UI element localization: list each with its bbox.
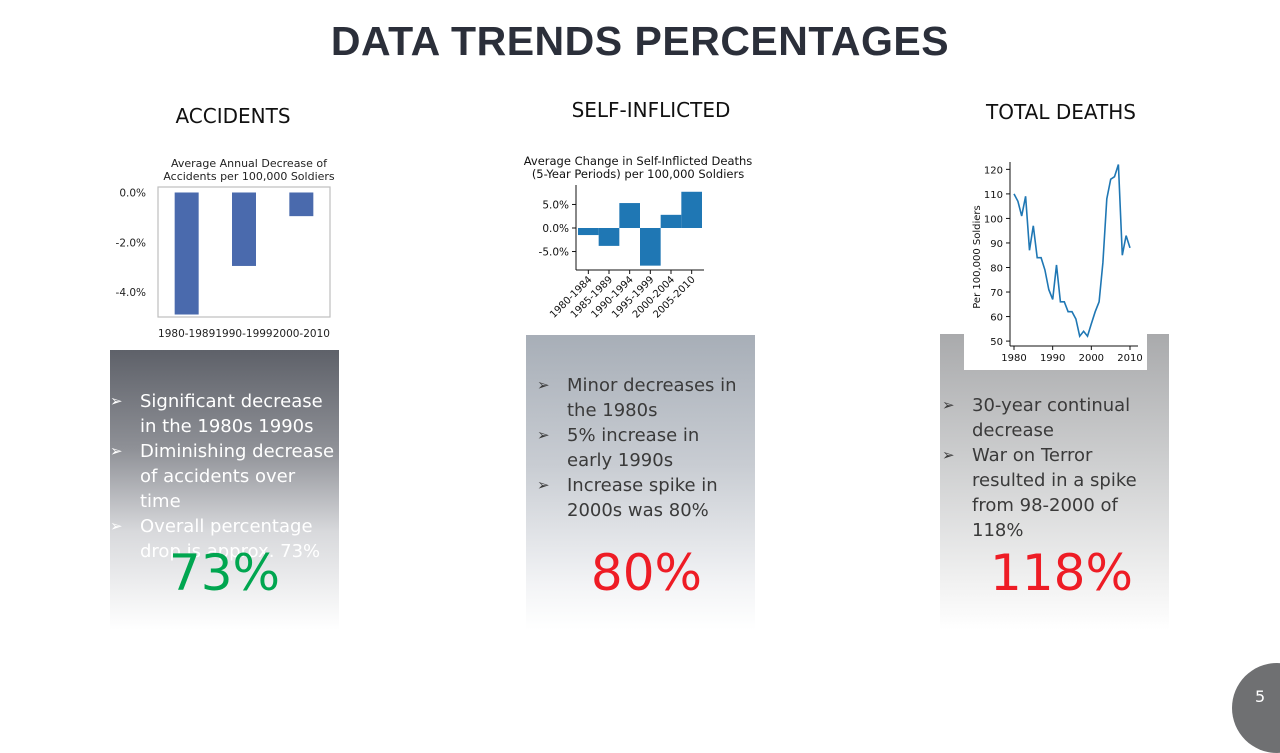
bar [660,214,682,228]
arrow-bullet-icon: ➢ [110,517,123,535]
x-tick-label: 1990-1999 [215,328,272,340]
bar [598,228,620,246]
page-number-badge [1232,663,1280,753]
y-axis-label: Per 100,000 Soldiers [972,205,983,309]
total-deaths-percentage: 118% [990,544,1133,602]
heading-accidents: ACCIDENTS [175,104,291,128]
arrow-bullet-icon: ➢ [110,392,123,410]
bullet-text: Overall percentage drop is approx. 73% [140,516,321,562]
chart-title-line: (5-Year Periods) per 100,000 Soldiers [532,167,744,181]
y-tick-label: 70 [990,288,1003,299]
bullet-item: ➢ Overall percentage drop is approx. 73% [110,514,339,564]
bar [232,192,256,266]
bullet-item: ➢ Minor decreases in the 1980s [537,373,749,423]
accidents-bar-chart: Average Annual Decrease of Accidents per… [116,157,335,340]
y-tick-label: -2.0% [116,237,146,249]
x-tick-label: 2000 [1079,353,1104,364]
arrow-bullet-icon: ➢ [537,426,550,444]
x-tick-label: 1980 [1001,353,1026,364]
arrow-bullet-icon: ➢ [942,396,955,414]
self-inflicted-summary-box [526,334,755,630]
bullet-text: 5% increase in early 1990s [567,425,700,471]
chart-title-line: Average Annual Decrease of [171,157,328,170]
self-inflicted-chart-card: Average Change in Self-Inflicted Deaths … [505,150,770,335]
bar [578,228,599,236]
arrow-bullet-icon: ➢ [537,376,550,394]
heading-total-deaths: TOTAL DEATHS [986,100,1136,124]
bar [174,192,199,315]
y-tick-label: 50 [990,337,1003,348]
total-deaths-bullet-list: ➢ 30-year continual decrease ➢ War on Terro… [942,393,1168,543]
accidents-chart-card: Average Annual Decrease of Accidents per… [110,152,343,348]
accidents-summary-box [110,350,339,630]
arrow-bullet-icon: ➢ [537,476,550,494]
bullet-item: ➢ 5% increase in early 1990s [537,423,749,473]
bullet-item: ➢ Increase spike in 2000s was 80% [537,473,749,523]
y-tick-label: 100 [984,214,1003,225]
y-tick-label: 90 [990,239,1003,250]
arrow-bullet-icon: ➢ [110,442,123,460]
self-inflicted-bullet-list: ➢ Minor decreases in the 1980s ➢ 5% increas… [537,373,749,523]
y-tick-label: 80 [990,263,1003,274]
bullet-text: Increase spike in 2000s was 80% [567,475,718,521]
total-deaths-line-chart: Per 100,000 Soldiers 50 60 70 80 90 100 110 120… [972,162,1143,364]
chart-title-line: Average Change in Self-Inflicted Deaths [524,154,753,168]
bullet-item: ➢ War on Terror resulted in a spike from … [942,443,1168,543]
y-tick-label: 60 [990,313,1003,324]
self-inflicted-bar-chart: Average Change in Self-Inflicted Deaths … [524,154,753,321]
bar [619,203,640,228]
y-tick-label: 5.0% [542,199,569,211]
y-tick-label: -5.0% [539,247,569,259]
y-tick-label: 0.0% [119,187,146,199]
bar [681,191,702,228]
self-inflicted-percentage: 80% [590,544,703,602]
bullet-text: 30-year continual decrease [972,395,1131,441]
heading-self-inflicted: SELF-INFLICTED [571,98,731,122]
total-deaths-summary-box [940,334,1169,630]
bar [640,228,661,266]
y-tick-label: 110 [984,190,1003,201]
page-number: 5 [1255,687,1266,706]
x-tick-label: 2000-2010 [273,328,330,340]
slide-title: DATA TRENDS PERCENTAGES [330,18,950,64]
x-tick-label: 2010 [1117,353,1142,364]
bullet-text: Diminishing decrease of accidents over t… [140,441,335,512]
y-tick-label: -4.0% [116,287,146,299]
accidents-bullet-list: ➢ Significant decrease in the 1980s 1990s… [110,389,339,564]
accidents-percentage: 73% [168,544,281,602]
y-tick-label: 120 [984,165,1003,176]
x-tick-label: 1980-1989 [158,328,215,340]
bullet-item: ➢ 30-year continual decrease [942,393,1168,443]
bullet-text: Significant decrease in the 1980s 1990s [140,391,323,437]
bar [289,192,314,217]
plot-frame [157,186,331,318]
arrow-bullet-icon: ➢ [942,446,955,464]
total-deaths-chart-card: Per 100,000 Soldiers 50 60 70 80 90 100 110 120… [964,150,1147,370]
x-tick-label: 1990 [1040,353,1065,364]
bullet-item: ➢ Significant decrease in the 1980s 1990s [110,389,339,439]
y-tick-label: 0.0% [542,223,569,235]
bullet-text: War on Terror resulted in a spike from 9… [972,445,1137,541]
series-line [1013,164,1131,339]
bullet-text: Minor decreases in the 1980s [567,375,737,421]
bullet-item: ➢ Diminishing decrease of accidents over … [110,439,339,514]
chart-title-line: Accidents per 100,000 Soldiers [163,170,335,183]
